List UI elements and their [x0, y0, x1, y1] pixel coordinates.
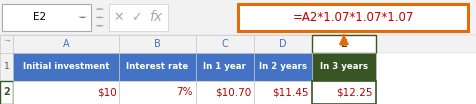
Bar: [13, 53, 119, 81]
Bar: [13, 35, 119, 53]
Bar: [119, 35, 195, 53]
Bar: [2, 4, 90, 31]
Bar: [119, 53, 195, 81]
Bar: [311, 35, 375, 53]
Bar: [195, 35, 253, 53]
Text: $12.25: $12.25: [336, 87, 372, 97]
Bar: [253, 35, 311, 53]
Text: D: D: [278, 39, 286, 49]
Bar: [0, 53, 13, 81]
Circle shape: [96, 17, 103, 18]
Text: In 3 years: In 3 years: [319, 62, 367, 71]
Bar: [119, 81, 195, 104]
Text: ✓: ✓: [130, 11, 141, 24]
Bar: [311, 53, 375, 81]
Circle shape: [96, 8, 103, 10]
Bar: [0, 35, 476, 53]
Polygon shape: [78, 17, 87, 18]
Text: =A2*1.07*1.07*1.07: =A2*1.07*1.07*1.07: [292, 11, 413, 24]
Text: E: E: [340, 39, 347, 49]
Text: ✕: ✕: [113, 11, 123, 24]
Bar: [109, 4, 168, 31]
Text: $11.45: $11.45: [272, 87, 308, 97]
Text: 2: 2: [3, 87, 10, 97]
Text: Interest rate: Interest rate: [126, 62, 188, 71]
Bar: [0, 0, 476, 35]
Text: In 2 years: In 2 years: [258, 62, 306, 71]
Text: 1: 1: [4, 62, 10, 71]
Text: Initial investment: Initial investment: [23, 62, 109, 71]
Text: $10.70: $10.70: [214, 87, 250, 97]
Bar: [0, 35, 13, 53]
Bar: [253, 81, 311, 104]
Text: 7%: 7%: [176, 87, 192, 97]
Bar: [0, 81, 13, 104]
Bar: [253, 53, 311, 81]
Text: fx: fx: [149, 10, 161, 24]
Bar: [238, 4, 467, 31]
Circle shape: [96, 25, 103, 27]
Text: C: C: [221, 39, 228, 49]
Bar: [195, 81, 253, 104]
Text: B: B: [154, 39, 160, 49]
Text: E2: E2: [32, 12, 46, 22]
Bar: [311, 81, 375, 104]
Polygon shape: [3, 40, 10, 42]
Bar: [13, 81, 119, 104]
Text: $10: $10: [97, 87, 116, 97]
Text: A: A: [63, 39, 69, 49]
Text: In 1 year: In 1 year: [203, 62, 246, 71]
Bar: [195, 53, 253, 81]
